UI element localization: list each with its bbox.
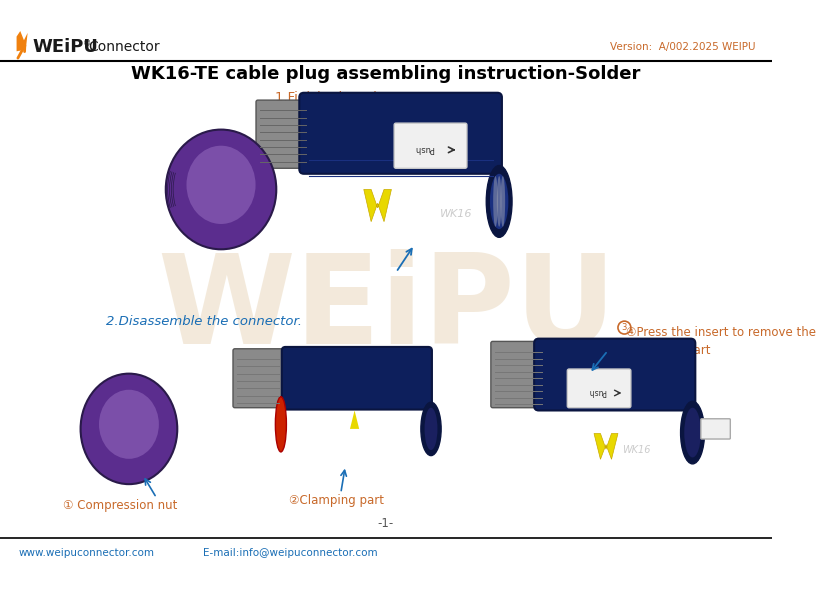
Text: www.weipuconnector.com: www.weipuconnector.com	[18, 548, 154, 558]
Text: 1.Finished product: 1.Finished product	[275, 91, 398, 104]
Ellipse shape	[500, 176, 505, 227]
Polygon shape	[364, 189, 391, 222]
Text: 3: 3	[622, 323, 627, 332]
Ellipse shape	[99, 390, 159, 459]
Ellipse shape	[425, 408, 437, 450]
FancyBboxPatch shape	[701, 419, 730, 439]
Text: ®: ®	[83, 40, 91, 49]
Text: ④Press the insert to remove the
Clamping part: ④Press the insert to remove the Clamping…	[626, 326, 816, 357]
FancyBboxPatch shape	[299, 93, 502, 174]
Ellipse shape	[490, 174, 509, 229]
Text: Push: Push	[414, 144, 434, 153]
Text: Version:  A/002.2025 WEIPU: Version: A/002.2025 WEIPU	[610, 42, 755, 52]
Ellipse shape	[497, 176, 501, 227]
Text: 2.Disassemble the connector.: 2.Disassemble the connector.	[106, 314, 302, 328]
Text: E-mail:info@weipuconnector.com: E-mail:info@weipuconnector.com	[203, 548, 377, 558]
FancyBboxPatch shape	[567, 369, 631, 408]
Text: -1-: -1-	[378, 518, 394, 530]
FancyBboxPatch shape	[256, 100, 310, 168]
Ellipse shape	[80, 374, 178, 484]
Ellipse shape	[486, 165, 512, 237]
Ellipse shape	[680, 401, 705, 464]
Ellipse shape	[685, 408, 701, 458]
Text: Connector: Connector	[89, 40, 160, 54]
Ellipse shape	[494, 176, 498, 227]
FancyBboxPatch shape	[282, 347, 432, 410]
FancyBboxPatch shape	[233, 349, 282, 408]
Text: WK16: WK16	[440, 209, 473, 219]
Text: Push: Push	[587, 386, 606, 395]
FancyBboxPatch shape	[491, 341, 546, 408]
Polygon shape	[350, 410, 360, 429]
Text: ②Clamping part: ②Clamping part	[288, 494, 384, 507]
Ellipse shape	[166, 129, 277, 249]
Ellipse shape	[276, 397, 287, 452]
FancyBboxPatch shape	[534, 338, 696, 410]
Polygon shape	[594, 434, 618, 459]
Text: ① Compression nut: ① Compression nut	[63, 499, 177, 512]
Ellipse shape	[187, 146, 256, 224]
Text: WK16-TE cable plug assembling instruction-Solder: WK16-TE cable plug assembling instructio…	[132, 65, 640, 83]
Polygon shape	[17, 31, 28, 52]
Ellipse shape	[421, 402, 441, 456]
Text: WEiPU: WEiPU	[32, 38, 98, 56]
Text: WEiPU: WEiPU	[158, 249, 617, 370]
Text: WK16: WK16	[622, 445, 650, 455]
FancyBboxPatch shape	[394, 123, 467, 168]
